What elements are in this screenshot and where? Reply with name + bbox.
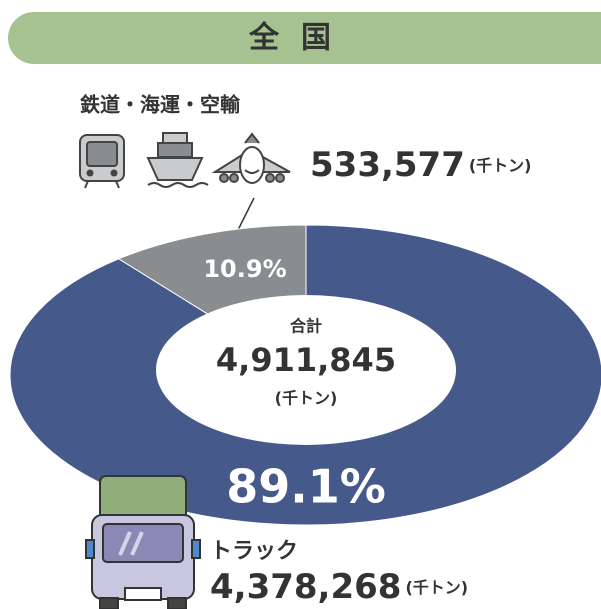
unit: (千トン): [405, 578, 468, 597]
value-label: 89.1%: [226, 460, 386, 514]
ship-icon: [146, 132, 209, 188]
total-name: 合計: [290, 317, 322, 336]
train-icon: [79, 134, 125, 189]
amount-text: 4,378,268 (千トン): [210, 567, 468, 607]
truck-icon: [85, 475, 201, 609]
total-value: 4,911,845: [216, 341, 396, 379]
donut-hole: [156, 295, 456, 445]
value-label: 10.9%: [203, 255, 286, 283]
amount-text: 533,577 (千トン): [310, 145, 532, 185]
amount: 4,378,268: [210, 567, 401, 607]
chart-title: 全国: [248, 21, 353, 56]
amount: 533,577: [310, 145, 465, 185]
category-label: 鉄道・海運・空輸: [80, 93, 241, 117]
total-unit: (千トン): [275, 389, 338, 408]
unit: (千トン): [469, 156, 532, 175]
plane-icon: [211, 132, 291, 184]
title-bar: [8, 12, 601, 64]
category-label: トラック: [210, 539, 298, 564]
